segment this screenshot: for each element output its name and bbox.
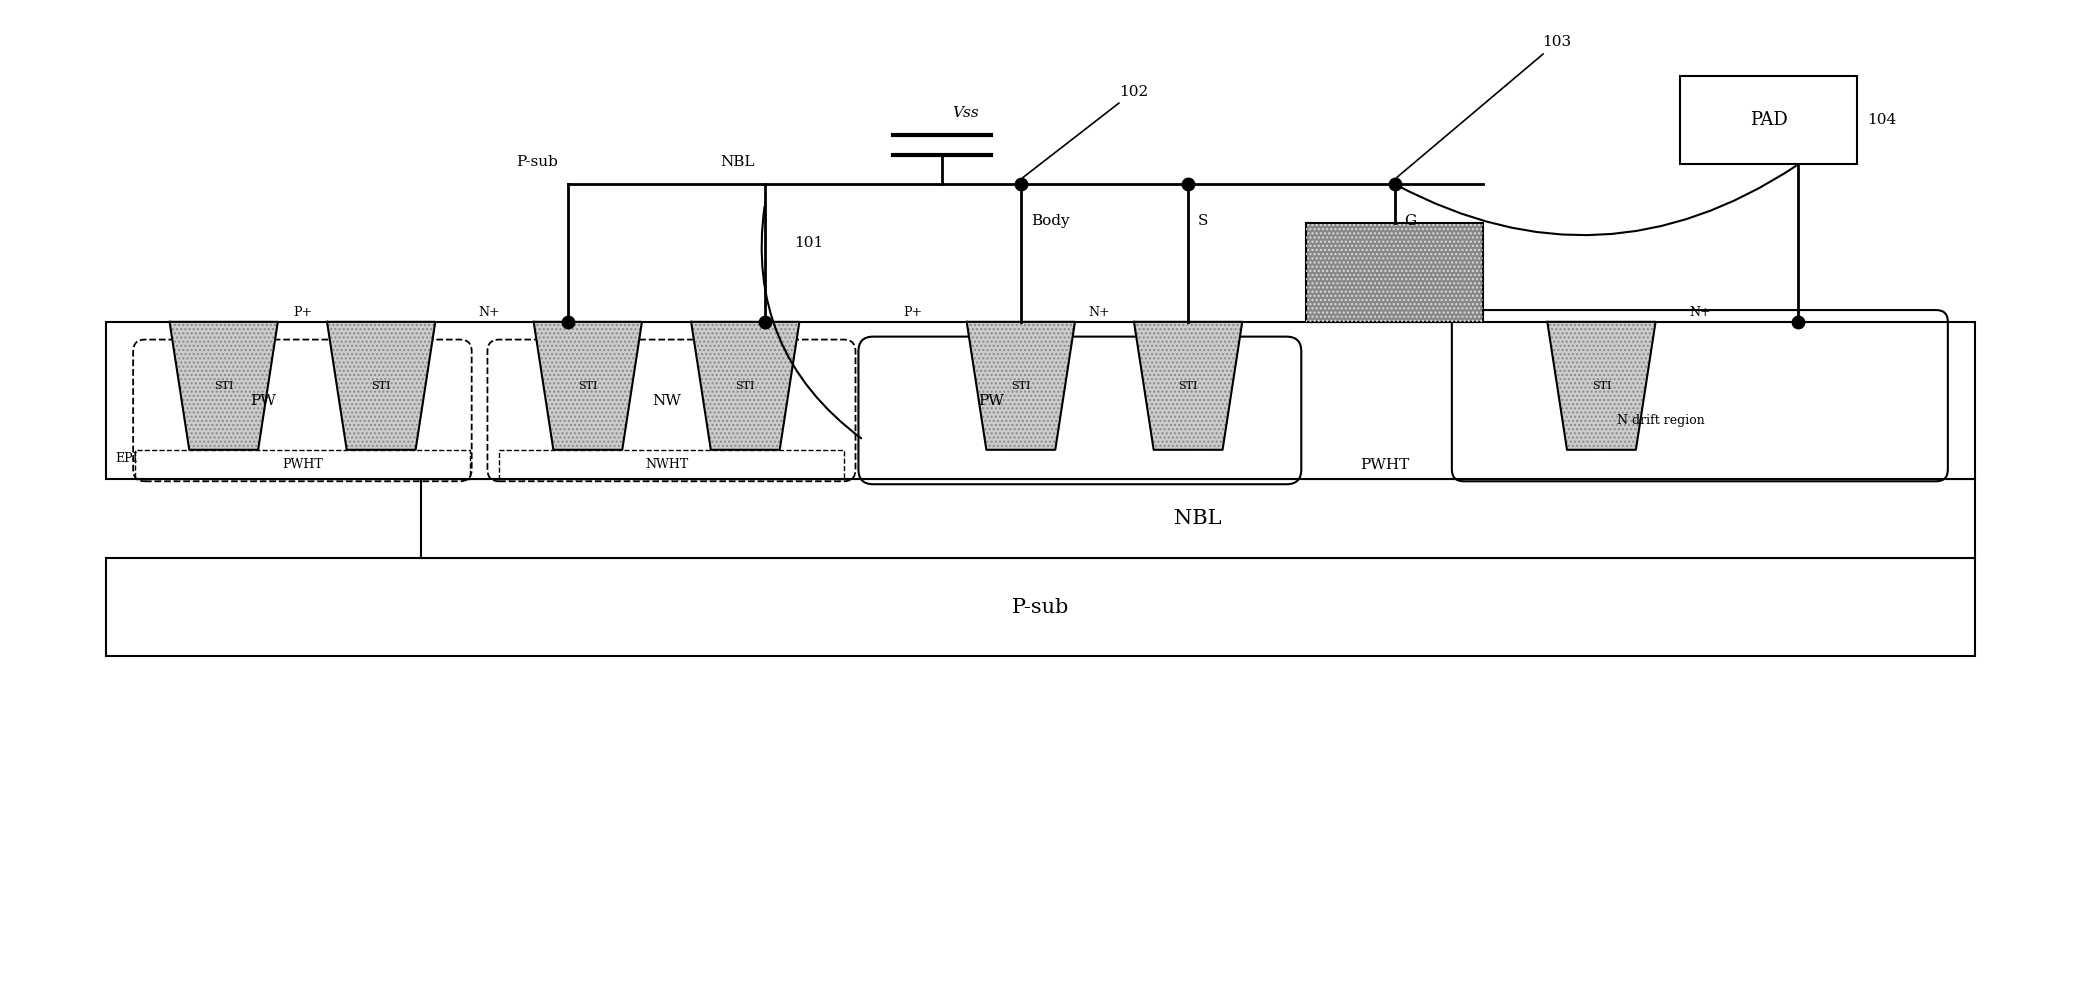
Text: PAD: PAD bbox=[1750, 111, 1788, 129]
Text: NW: NW bbox=[651, 393, 680, 407]
Text: 102: 102 bbox=[1024, 85, 1149, 178]
Text: 104: 104 bbox=[1867, 113, 1896, 127]
Text: Body: Body bbox=[1030, 214, 1070, 228]
Text: P+: P+ bbox=[903, 306, 922, 319]
Text: N+: N+ bbox=[1088, 306, 1111, 319]
Bar bbox=[1307, 224, 1484, 322]
Text: PW: PW bbox=[978, 393, 1005, 407]
Text: NBL: NBL bbox=[720, 156, 755, 170]
Text: S: S bbox=[1199, 214, 1209, 228]
Text: 103: 103 bbox=[1396, 35, 1571, 178]
Text: N+: N+ bbox=[479, 306, 499, 319]
Polygon shape bbox=[169, 322, 279, 450]
Text: P-sub: P-sub bbox=[516, 156, 558, 170]
Text: Vss: Vss bbox=[951, 106, 978, 120]
Text: STI: STI bbox=[735, 381, 755, 391]
Text: STI: STI bbox=[1178, 381, 1199, 391]
Bar bbox=[106, 558, 1975, 657]
Text: 101: 101 bbox=[795, 237, 824, 250]
Bar bbox=[135, 450, 470, 479]
Text: STI: STI bbox=[370, 381, 391, 391]
Text: PW: PW bbox=[250, 393, 277, 407]
Text: NWHT: NWHT bbox=[645, 458, 689, 471]
Text: STI: STI bbox=[579, 381, 597, 391]
Text: G: G bbox=[1405, 214, 1417, 228]
Text: PWHT: PWHT bbox=[1361, 457, 1409, 472]
Text: N+: N+ bbox=[1690, 306, 1711, 319]
Bar bbox=[420, 479, 1975, 558]
Text: PWHT: PWHT bbox=[283, 458, 323, 471]
Bar bbox=[1307, 224, 1484, 322]
Bar bbox=[106, 322, 1975, 479]
Polygon shape bbox=[968, 322, 1076, 450]
Text: P-sub: P-sub bbox=[1011, 598, 1070, 617]
Text: EPI: EPI bbox=[114, 451, 137, 464]
Polygon shape bbox=[691, 322, 799, 450]
Text: STI: STI bbox=[1592, 381, 1611, 391]
Polygon shape bbox=[533, 322, 641, 450]
Text: N drift region: N drift region bbox=[1617, 414, 1704, 427]
Bar bbox=[499, 450, 843, 479]
Polygon shape bbox=[327, 322, 435, 450]
Text: STI: STI bbox=[214, 381, 233, 391]
Polygon shape bbox=[1548, 322, 1656, 450]
Text: P+: P+ bbox=[293, 306, 312, 319]
Polygon shape bbox=[1134, 322, 1242, 450]
Text: STI: STI bbox=[1011, 381, 1030, 391]
Bar bbox=[1679, 76, 1858, 165]
Text: NBL: NBL bbox=[1174, 509, 1222, 528]
